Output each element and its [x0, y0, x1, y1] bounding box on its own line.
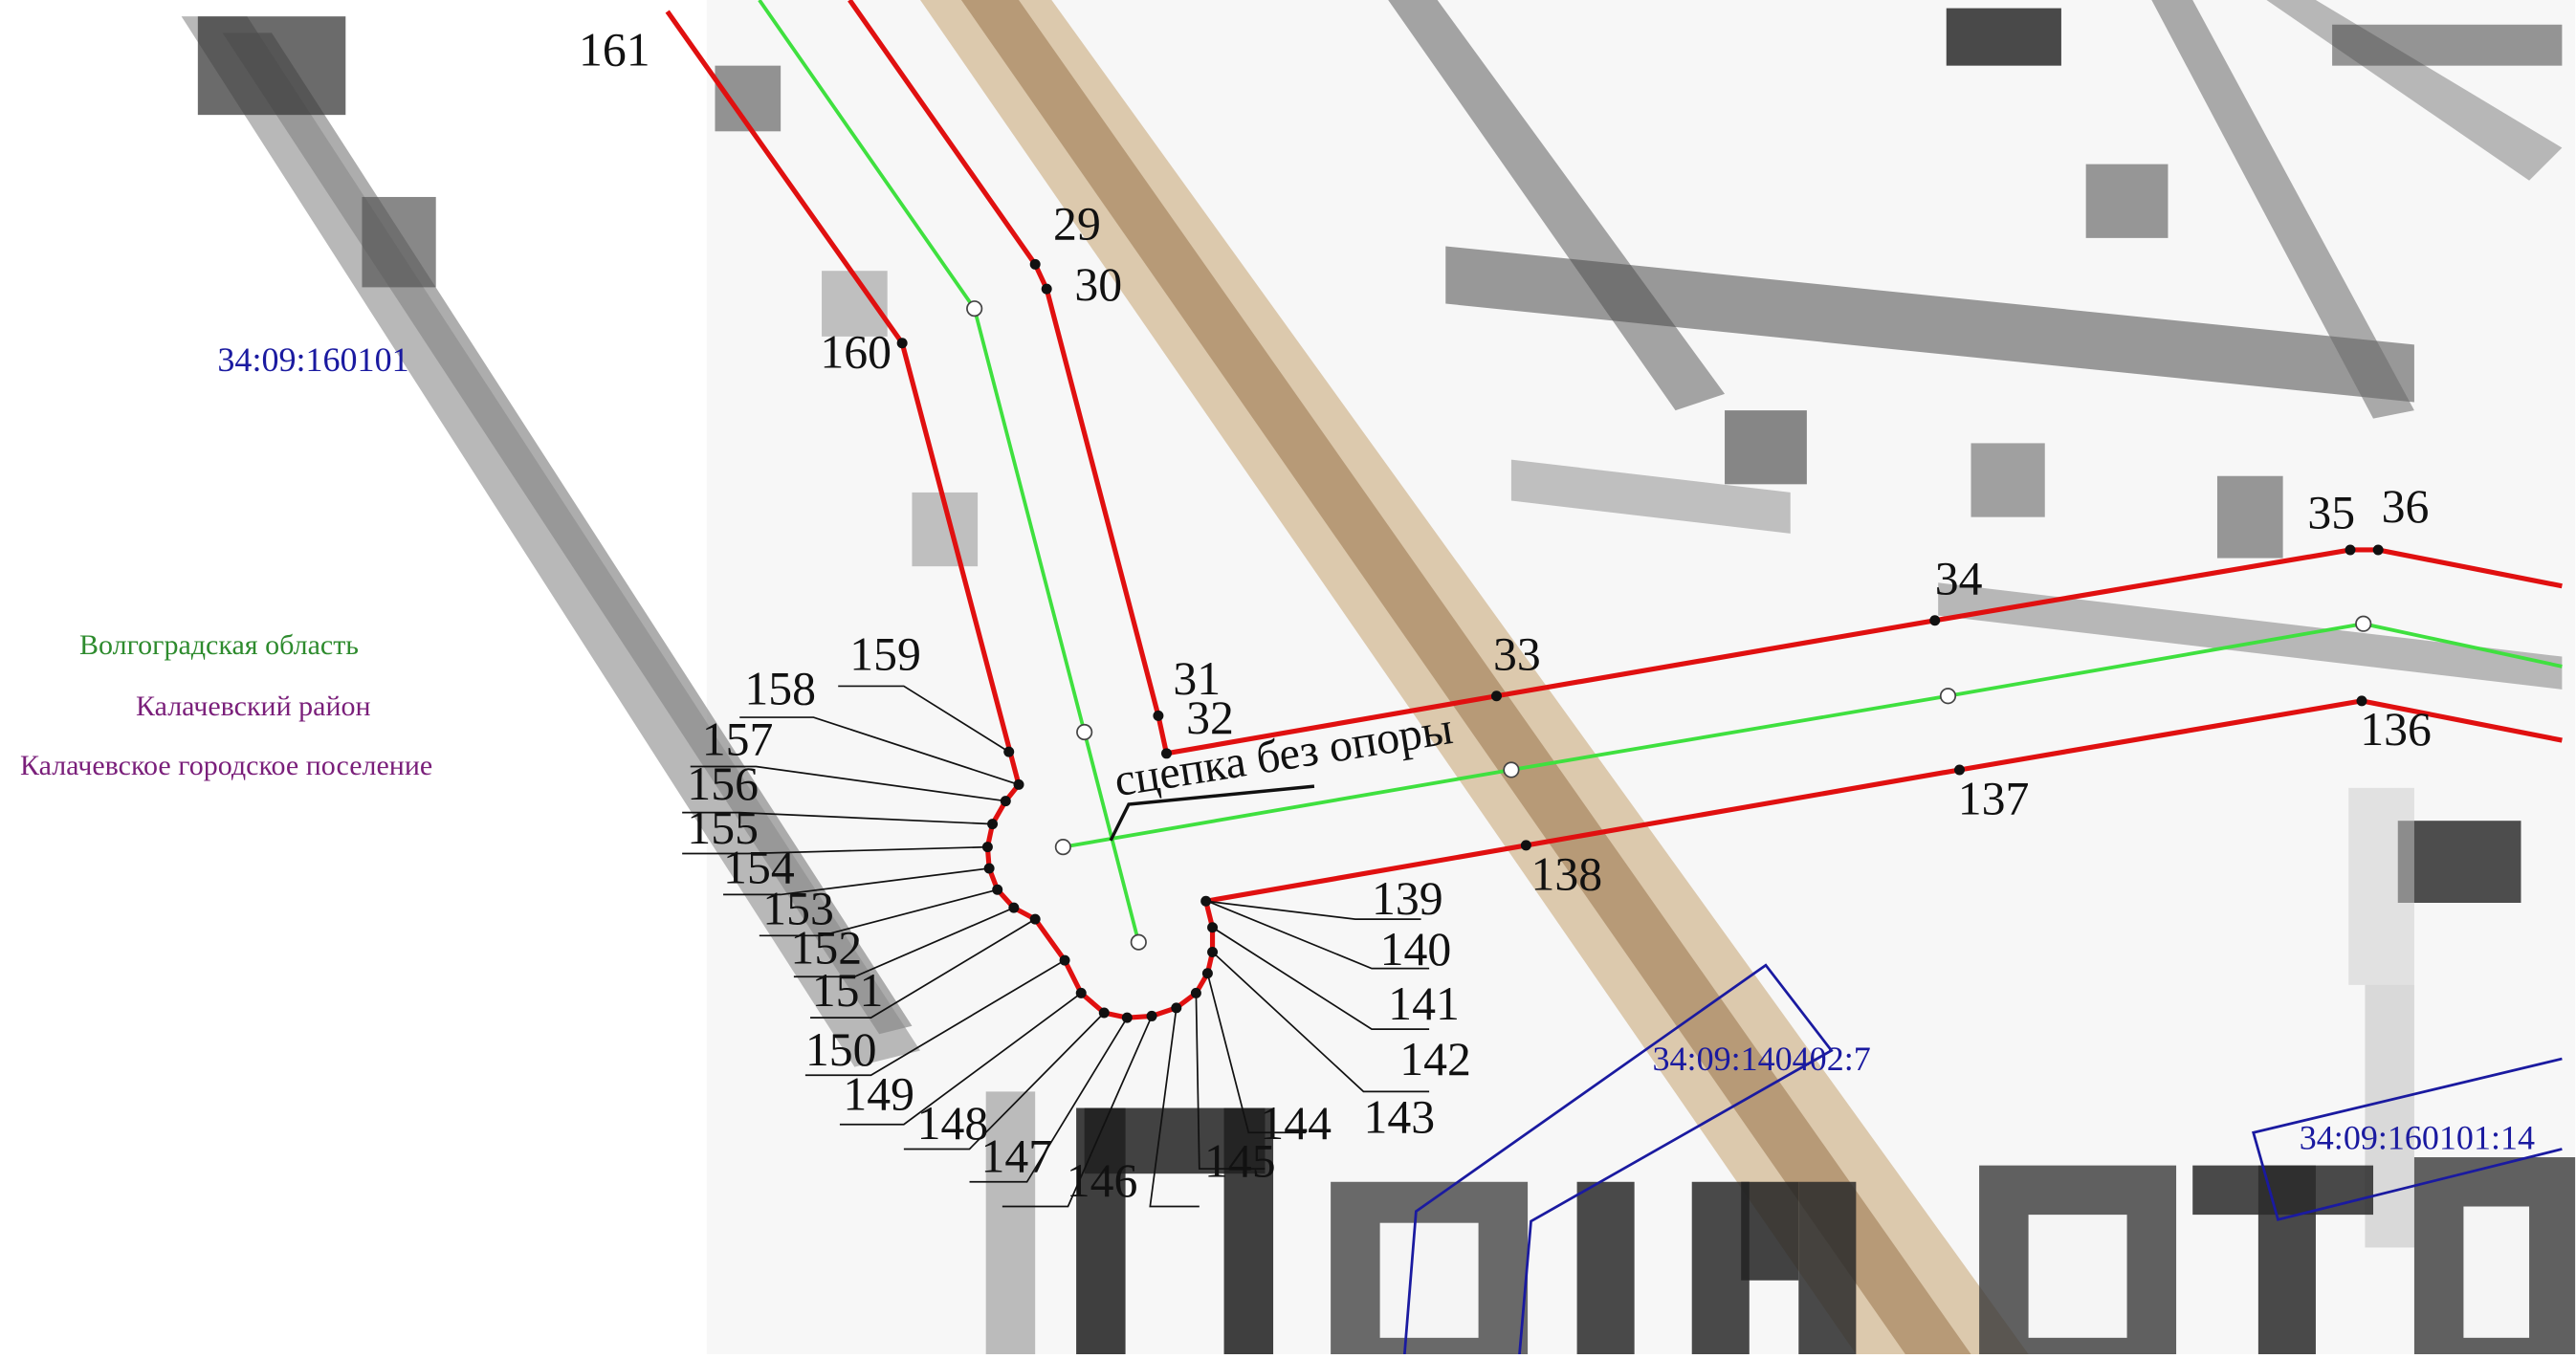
point-label-138: 138 — [1531, 847, 1603, 900]
vertex-144[interactable] — [1171, 1002, 1182, 1014]
parcel-boundary-140402-7[interactable] — [1402, 963, 1834, 1355]
point-label-145: 145 — [1204, 1135, 1276, 1188]
point-label-157: 157 — [702, 713, 774, 766]
cadastral-parcel-label-a: 34:09:140402:7 — [1653, 1040, 1871, 1078]
vertex-31[interactable] — [1153, 710, 1164, 721]
point-label-158: 158 — [744, 662, 816, 714]
cadastral-parcels — [1402, 963, 2563, 1355]
point-label-31: 31 — [1173, 652, 1221, 705]
point-label-155: 155 — [687, 801, 759, 854]
axis-node[interactable] — [1054, 839, 1071, 856]
point-label-144: 144 — [1260, 1097, 1332, 1150]
point-label-33: 33 — [1493, 627, 1541, 680]
cadastral-parcel-label-b: 34:09:160101:14 — [2300, 1118, 2535, 1156]
point-label-32: 32 — [1186, 691, 1234, 744]
legend-region: Волгоградская область — [79, 629, 359, 661]
point-label-136: 136 — [2360, 703, 2432, 756]
legend-district: Калачевский район — [136, 690, 371, 722]
vertex-138[interactable] — [1520, 840, 1531, 851]
vertex-29[interactable] — [1029, 258, 1041, 270]
boundary-vertices — [896, 258, 2384, 1023]
vertex-143[interactable] — [1190, 987, 1201, 998]
vertex-154[interactable] — [981, 842, 993, 853]
point-label-30: 30 — [1074, 258, 1122, 311]
vertex-34[interactable] — [1929, 615, 1941, 626]
point-label-154: 154 — [723, 841, 795, 893]
cadastral-block-label: 34:09:160101 — [217, 340, 408, 379]
point-label-150: 150 — [805, 1023, 877, 1076]
point-label-29: 29 — [1053, 198, 1101, 251]
point-label-142: 142 — [1399, 1033, 1471, 1085]
point-label-151: 151 — [812, 964, 884, 1017]
vertex-160[interactable] — [896, 338, 908, 349]
vertex-137[interactable] — [1954, 764, 1965, 776]
point-label-140: 140 — [1380, 923, 1452, 975]
vertex-36[interactable] — [2372, 544, 2384, 556]
vertex-159[interactable] — [1003, 746, 1015, 757]
cadastral-labels: 34:09:160101 34:09:140402:7 34:09:160101… — [217, 340, 2535, 1157]
point-label-148: 148 — [917, 1097, 989, 1150]
axis-node[interactable] — [2355, 615, 2372, 632]
vertex-32[interactable] — [1160, 748, 1172, 759]
legend-settlement: Калачевское городское поселение — [20, 750, 433, 781]
point-label-146: 146 — [1067, 1154, 1138, 1207]
vertex-33[interactable] — [1490, 690, 1502, 702]
point-label-137: 137 — [1958, 772, 2030, 824]
point-label-149: 149 — [843, 1067, 914, 1120]
point-label-34: 34 — [1935, 552, 1983, 604]
point-label-35: 35 — [2307, 487, 2355, 539]
point-label-152: 152 — [790, 922, 862, 975]
vertex-30[interactable] — [1041, 283, 1052, 295]
boundary-line-inner[interactable] — [848, 0, 2563, 756]
point-label-161: 161 — [579, 24, 650, 77]
axis-node[interactable] — [1130, 933, 1147, 951]
point-label-139: 139 — [1372, 872, 1443, 925]
point-label-159: 159 — [849, 627, 921, 680]
axis-node[interactable] — [1503, 761, 1520, 778]
vertex-136[interactable] — [2356, 695, 2367, 707]
point-label-141: 141 — [1388, 977, 1460, 1030]
axis-node[interactable] — [1939, 688, 1957, 705]
point-labels: 161 160 29 30 31 32 33 34 35 36 136 137 … — [579, 24, 2432, 1208]
point-label-156: 156 — [687, 757, 759, 810]
point-label-153: 153 — [762, 882, 834, 934]
axis-node[interactable] — [1076, 723, 1093, 741]
axis-node[interactable] — [966, 300, 983, 318]
leader-lines — [682, 685, 1430, 1208]
point-label-36: 36 — [2382, 480, 2430, 533]
vertex-35[interactable] — [2345, 544, 2356, 556]
point-label-143: 143 — [1363, 1090, 1435, 1143]
annotation-pointer — [1109, 784, 1315, 842]
point-label-147: 147 — [981, 1129, 1053, 1182]
parcel-boundary-160101-14[interactable] — [2252, 1057, 2563, 1221]
dark-streaks — [181, 0, 2576, 1354]
point-label-160: 160 — [820, 325, 892, 378]
